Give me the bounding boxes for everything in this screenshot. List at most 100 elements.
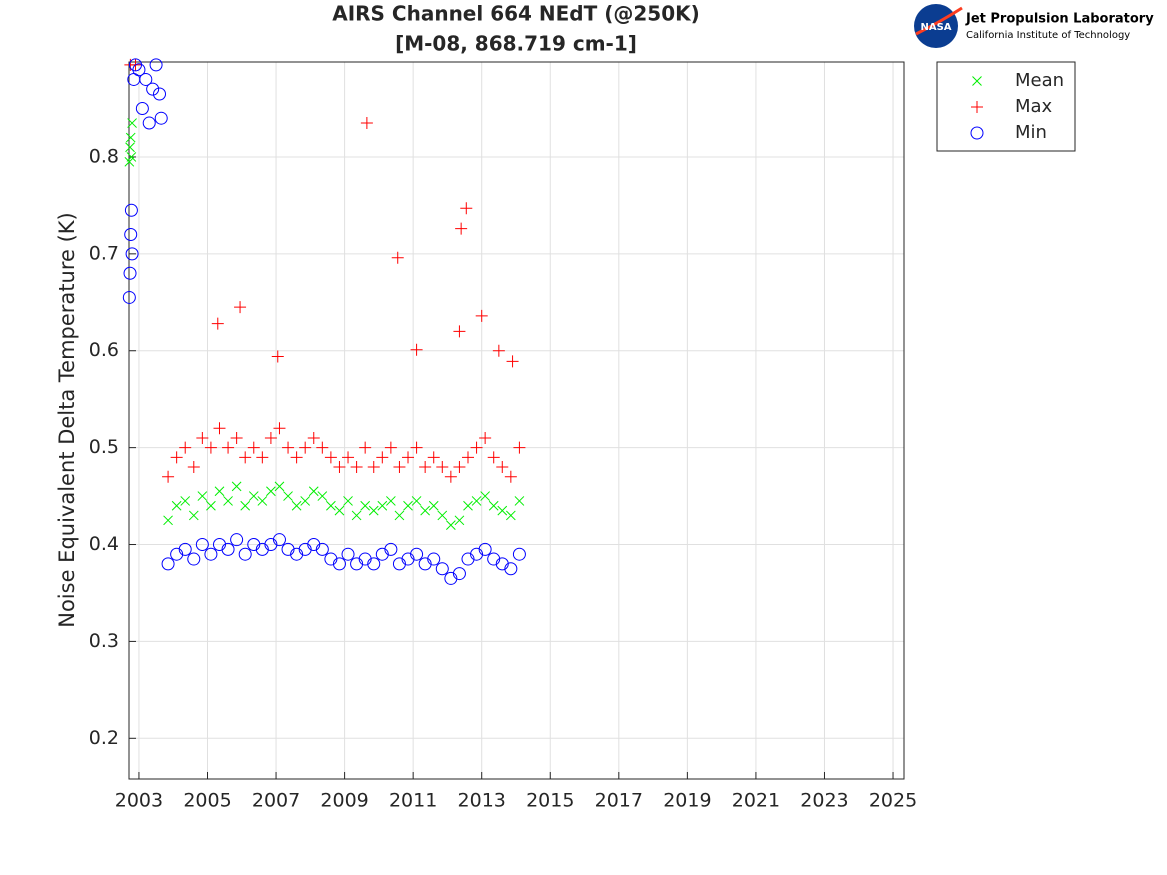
marker — [452, 567, 466, 581]
x-tick-label: 2003 — [115, 790, 163, 812]
marker — [221, 542, 235, 556]
marker — [359, 441, 372, 454]
marker — [333, 461, 346, 474]
logo-institution: California Institute of Technology — [966, 30, 1130, 41]
y-tick-label: 0.8 — [89, 145, 119, 167]
marker — [368, 505, 379, 516]
marker — [358, 552, 372, 566]
marker — [453, 325, 466, 338]
marker — [132, 63, 146, 77]
marker — [230, 431, 243, 444]
marker — [212, 538, 226, 552]
marker — [315, 542, 329, 556]
x-tick-label: 2023 — [800, 790, 848, 812]
marker — [495, 557, 509, 571]
y-tick-label: 0.5 — [89, 436, 119, 458]
marker — [512, 547, 526, 561]
marker — [142, 116, 156, 130]
marker — [124, 203, 138, 217]
marker — [291, 500, 302, 511]
marker — [504, 562, 518, 576]
marker — [196, 431, 209, 444]
y-tick-label: 0.4 — [89, 533, 119, 555]
x-tick-label: 2009 — [320, 790, 368, 812]
marker — [238, 547, 252, 561]
marker — [247, 538, 261, 552]
marker — [222, 441, 235, 454]
marker — [393, 461, 406, 474]
marker — [299, 441, 312, 454]
marker — [496, 461, 509, 474]
marker — [271, 350, 284, 363]
marker — [453, 461, 466, 474]
marker — [463, 500, 473, 511]
marker — [126, 152, 137, 162]
marker — [324, 552, 338, 566]
marker — [506, 355, 519, 368]
chart-subtitle: [M-08, 868.719 cm-1] — [395, 32, 637, 56]
marker — [161, 557, 175, 571]
marker — [332, 557, 346, 571]
series-0 — [124, 118, 525, 530]
logo: NASA Jet Propulsion Laboratory Californi… — [914, 4, 1154, 48]
marker — [341, 547, 355, 561]
marker — [307, 431, 320, 444]
marker — [125, 142, 135, 153]
marker — [256, 451, 269, 464]
marker — [402, 451, 415, 464]
marker — [248, 491, 259, 501]
marker — [234, 301, 247, 314]
marker — [375, 547, 389, 561]
marker — [206, 500, 216, 511]
marker — [204, 441, 217, 454]
marker — [342, 451, 355, 464]
marker — [255, 542, 269, 556]
marker — [403, 500, 413, 511]
marker — [124, 156, 135, 167]
marker — [247, 441, 260, 454]
marker — [125, 132, 136, 143]
marker — [419, 461, 432, 474]
marker — [377, 500, 388, 511]
marker — [410, 343, 423, 356]
y-tick-label: 0.7 — [89, 242, 119, 264]
marker — [257, 496, 268, 506]
marker — [214, 486, 225, 497]
marker — [204, 547, 218, 561]
marker — [343, 496, 353, 506]
marker — [411, 496, 422, 506]
marker — [324, 451, 337, 464]
marker — [129, 58, 143, 72]
marker — [479, 431, 492, 444]
marker — [410, 441, 423, 454]
marker — [444, 571, 458, 585]
marker — [197, 491, 208, 501]
marker — [281, 542, 295, 556]
marker — [444, 470, 457, 483]
legend-box — [936, 61, 1076, 152]
marker — [454, 515, 465, 526]
plot-frame — [128, 61, 905, 780]
legend-marker — [972, 76, 982, 86]
logo-agency: NASA — [920, 22, 951, 33]
marker — [367, 557, 381, 571]
marker — [124, 227, 138, 241]
marker — [420, 505, 431, 516]
marker — [394, 510, 405, 521]
marker — [290, 451, 303, 464]
marker — [163, 515, 173, 526]
marker — [326, 500, 336, 511]
marker — [122, 290, 136, 304]
x-tick-label: 2025 — [869, 790, 917, 812]
legend-label: Min — [1015, 122, 1047, 143]
marker — [211, 317, 224, 330]
marker — [513, 441, 526, 454]
x-tick-label: 2015 — [526, 790, 574, 812]
marker — [435, 562, 449, 576]
marker — [187, 461, 200, 474]
marker — [300, 496, 311, 506]
marker — [146, 82, 160, 96]
marker — [307, 538, 321, 552]
marker — [427, 552, 441, 566]
